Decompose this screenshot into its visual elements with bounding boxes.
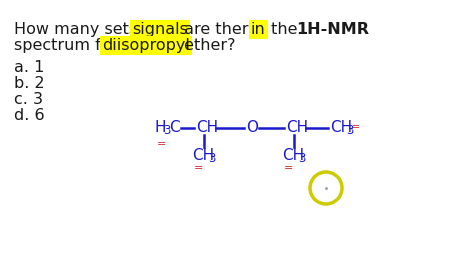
Text: CH: CH [282,148,304,163]
Text: c. 3: c. 3 [14,92,43,107]
Text: =: = [157,139,166,149]
Text: 3: 3 [346,124,354,137]
Text: d. 6: d. 6 [14,108,45,123]
Text: in: in [251,22,266,37]
Text: CH: CH [286,120,308,135]
Text: 3: 3 [298,152,305,165]
Text: the: the [266,22,302,37]
Text: ether?: ether? [179,38,236,53]
Text: b. 2: b. 2 [14,76,45,91]
Text: diisopropyl: diisopropyl [102,38,190,53]
Text: O: O [246,120,258,135]
Text: 3: 3 [208,152,215,165]
Text: =: = [194,163,203,173]
Text: How many sets of: How many sets of [14,22,163,37]
Text: =: = [352,122,360,132]
Text: 3: 3 [163,124,170,137]
Text: CH: CH [330,120,352,135]
Text: CH: CH [196,120,218,135]
Text: 1H-NMR: 1H-NMR [296,22,369,37]
Text: a. 1: a. 1 [14,60,45,75]
Text: CH: CH [192,148,214,163]
Text: =: = [284,163,293,173]
Text: signals: signals [132,22,188,37]
Text: C: C [169,120,180,135]
Text: are there: are there [179,22,258,37]
Text: H: H [155,120,166,135]
Text: spectrum for: spectrum for [14,38,122,53]
